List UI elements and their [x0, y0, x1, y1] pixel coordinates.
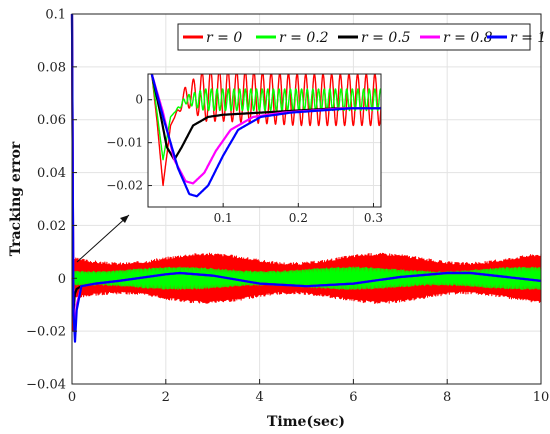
legend-label: r = 1	[510, 30, 546, 46]
main-y-tick-label: 0	[58, 272, 66, 287]
main-x-tick-label: 8	[443, 390, 451, 405]
legend-label: r = 0.2	[279, 30, 329, 46]
legend-label: r = 0.8	[443, 30, 493, 46]
main-y-tick-label: −0.04	[26, 378, 66, 393]
main-y-tick-label: 0.1	[45, 8, 66, 23]
inset-frame	[147, 73, 382, 208]
main-series-line-r-1	[70, 13, 542, 343]
inset-x-tick-label: 0.3	[364, 211, 383, 225]
main-series	[70, 13, 542, 343]
inset-x-tick-label: 0.1	[214, 211, 233, 225]
main-y-tick-label: 0.02	[37, 219, 66, 234]
main-y-tick-label: 0.08	[37, 60, 66, 75]
inset-y-ticks: −0.02 −0.01 0	[106, 93, 152, 193]
main-x-tick-label: 10	[533, 390, 550, 405]
main-y-tick-label: −0.02	[26, 325, 66, 340]
x-axis-label: Time(sec)	[267, 414, 345, 430]
legend-item: r = 1	[487, 30, 546, 46]
inset-y-tick-label: −0.01	[106, 136, 143, 150]
main-x-tick-label: 4	[255, 390, 263, 405]
zoom-arrow	[76, 214, 130, 263]
main-x-tick-label: 0	[68, 390, 76, 405]
inset-y-tick-label: 0	[135, 93, 143, 107]
inset-x-tick-label: 0.2	[289, 211, 308, 225]
main-x-tick-label: 2	[162, 390, 170, 405]
inset-y-tick-label: −0.02	[106, 179, 143, 193]
legend: r = 0 r = 0.2 r = 0.5 r = 0.8 r = 1	[177, 23, 546, 51]
main-y-ticks: −0.04 −0.02 0 0.02 0.04 0.06 0.08 0.1	[26, 8, 77, 393]
legend-item: r = 0.8	[420, 30, 493, 46]
main-y-tick-label: 0.04	[37, 166, 66, 181]
inset-series	[150, 74, 381, 198]
inset-x-ticks: 0.1 0.2 0.3	[214, 203, 383, 225]
inset-plot: 0.1 0.2 0.3 −0.02 −0.01 0	[106, 73, 383, 225]
main-x-tick-label: 6	[349, 390, 357, 405]
inset-series-line-r-1	[150, 74, 381, 198]
legend-item: r = 0	[183, 30, 242, 46]
legend-label: r = 0.5	[361, 30, 411, 46]
legend-item: r = 0.5	[338, 30, 411, 46]
legend-label: r = 0	[206, 30, 242, 46]
main-x-ticks: 0 2 4 6 8 10	[68, 379, 549, 405]
inset-series-line-r-0-2	[151, 74, 381, 161]
main-y-tick-label: 0.06	[37, 113, 66, 128]
main-plot-frame	[71, 13, 542, 385]
legend-item: r = 0.2	[256, 30, 329, 46]
y-axis-label: Tracking error	[8, 141, 24, 256]
